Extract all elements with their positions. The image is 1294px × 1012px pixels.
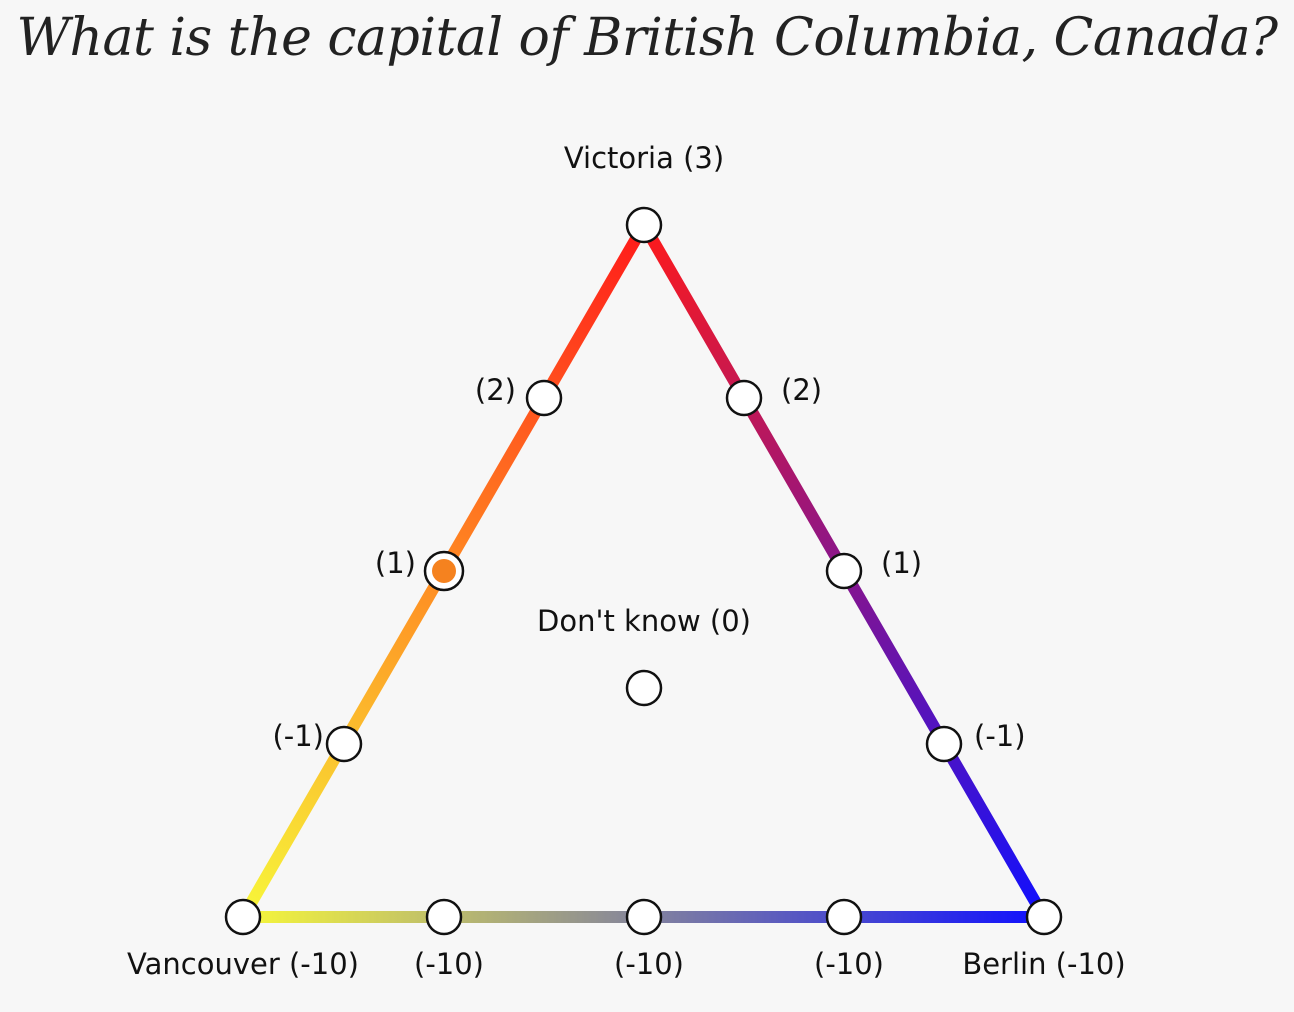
option-bottom-3[interactable]	[825, 898, 863, 936]
label-berlin: Berlin (-10)	[962, 947, 1125, 981]
option-dont-know[interactable]	[625, 669, 663, 707]
label-left-2: (2)	[475, 373, 516, 407]
label-right-2: (2)	[781, 373, 822, 407]
selected-dot	[432, 559, 456, 583]
label-bottom-2: (-10)	[614, 947, 684, 981]
option-victoria[interactable]	[625, 206, 663, 244]
label-right-minus-1: (-1)	[974, 719, 1026, 753]
label-dont-know: Don't know (0)	[537, 604, 751, 638]
option-vancouver[interactable]	[224, 898, 262, 936]
option-bottom-1[interactable]	[425, 898, 463, 936]
option-left-1[interactable]	[423, 550, 465, 592]
label-left-minus-1: (-1)	[272, 719, 324, 753]
label-vancouver: Vancouver (-10)	[127, 947, 359, 981]
question-title: What is the capital of British Columbia,…	[16, 8, 1278, 68]
option-left-minus-1[interactable]	[325, 725, 363, 763]
label-bottom-1: (-10)	[414, 947, 484, 981]
option-bottom-2[interactable]	[625, 898, 663, 936]
label-victoria: Victoria (3)	[564, 141, 724, 175]
option-left-2[interactable]	[525, 379, 563, 417]
option-berlin[interactable]	[1025, 898, 1063, 936]
label-bottom-3: (-10)	[814, 947, 884, 981]
option-right-1[interactable]	[825, 552, 863, 590]
label-left-1: (1)	[375, 546, 416, 580]
option-right-2[interactable]	[725, 379, 763, 417]
option-right-minus-1[interactable]	[925, 725, 963, 763]
label-right-1: (1)	[881, 546, 922, 580]
